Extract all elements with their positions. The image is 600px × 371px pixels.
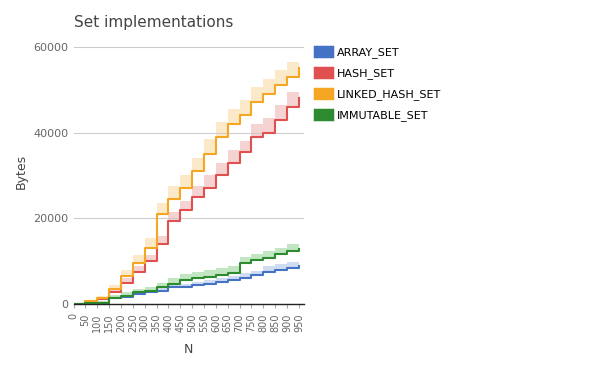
ARRAY_SET [70,302,77,306]
HASH_SET [153,242,160,246]
LINKED_HASH_SET [272,83,279,88]
ARRAY_SET [188,283,196,288]
IMMUTABLE_SET [118,293,125,298]
LINKED_HASH_SET [106,287,113,292]
IMMUTABLE_SET [94,300,101,305]
ARRAY_SET [153,288,160,293]
LINKED_HASH_SET [295,66,302,70]
Legend: ARRAY_SET, HASH_SET, LINKED_HASH_SET, IMMUTABLE_SET: ARRAY_SET, HASH_SET, LINKED_HASH_SET, IM… [311,44,445,124]
LINKED_HASH_SET [212,135,220,139]
LINKED_HASH_SET [248,100,255,105]
IMMUTABLE_SET [129,290,136,295]
HASH_SET [94,297,101,301]
IMMUTABLE_SET [283,249,290,253]
HASH_SET [260,130,267,135]
ARRAY_SET [82,301,89,306]
HASH_SET [141,259,148,263]
LINKED_HASH_SET [224,122,232,126]
IMMUTABLE_SET [82,301,89,306]
IMMUTABLE_SET [224,271,232,276]
IMMUTABLE_SET [106,296,113,301]
IMMUTABLE_SET [176,278,184,282]
LINKED_HASH_SET [153,212,160,216]
Line: HASH_SET: HASH_SET [74,98,299,304]
Text: Set implementations: Set implementations [74,15,233,30]
Line: ARRAY_SET: ARRAY_SET [74,266,299,304]
LINKED_HASH_SET [165,197,172,201]
ARRAY_SET [248,273,255,277]
ARRAY_SET [94,300,101,305]
ARRAY_SET [200,282,208,286]
Line: IMMUTABLE_SET: IMMUTABLE_SET [74,249,299,304]
ARRAY_SET [141,290,148,295]
IMMUTABLE_SET [248,257,255,262]
HASH_SET [200,186,208,191]
HASH_SET [248,135,255,139]
LINKED_HASH_SET [118,274,125,279]
ARRAY_SET [295,264,302,269]
LINKED_HASH_SET [70,302,77,306]
HASH_SET [283,105,290,109]
IMMUTABLE_SET [200,275,208,279]
Y-axis label: Bytes: Bytes [15,154,28,189]
Line: LINKED_HASH_SET: LINKED_HASH_SET [74,68,299,304]
ARRAY_SET [129,292,136,296]
HASH_SET [82,300,89,304]
IMMUTABLE_SET [272,252,279,257]
LINKED_HASH_SET [283,75,290,79]
ARRAY_SET [272,267,279,272]
LINKED_HASH_SET [200,152,208,156]
ARRAY_SET [106,296,113,301]
LINKED_HASH_SET [236,113,243,118]
LINKED_HASH_SET [141,246,148,251]
HASH_SET [188,195,196,199]
LINKED_HASH_SET [176,186,184,191]
HASH_SET [129,270,136,274]
ARRAY_SET [165,285,172,289]
ARRAY_SET [260,269,267,274]
HASH_SET [118,280,125,285]
ARRAY_SET [224,278,232,282]
HASH_SET [224,160,232,165]
X-axis label: N: N [184,343,193,356]
HASH_SET [272,118,279,122]
HASH_SET [165,218,172,223]
LINKED_HASH_SET [94,296,101,300]
HASH_SET [236,150,243,154]
LINKED_HASH_SET [188,169,196,173]
HASH_SET [70,302,77,306]
IMMUTABLE_SET [295,247,302,252]
ARRAY_SET [118,294,125,299]
HASH_SET [176,208,184,212]
IMMUTABLE_SET [153,285,160,289]
IMMUTABLE_SET [212,273,220,277]
ARRAY_SET [176,285,184,289]
ARRAY_SET [212,280,220,284]
LINKED_HASH_SET [129,261,136,266]
ARRAY_SET [236,276,243,281]
ARRAY_SET [283,266,290,270]
IMMUTABLE_SET [260,256,267,260]
IMMUTABLE_SET [188,276,196,281]
LINKED_HASH_SET [260,92,267,96]
IMMUTABLE_SET [165,282,172,286]
IMMUTABLE_SET [141,288,148,293]
LINKED_HASH_SET [82,299,89,303]
HASH_SET [212,173,220,178]
IMMUTABLE_SET [70,302,77,306]
IMMUTABLE_SET [236,261,243,265]
HASH_SET [295,96,302,101]
HASH_SET [106,290,113,295]
